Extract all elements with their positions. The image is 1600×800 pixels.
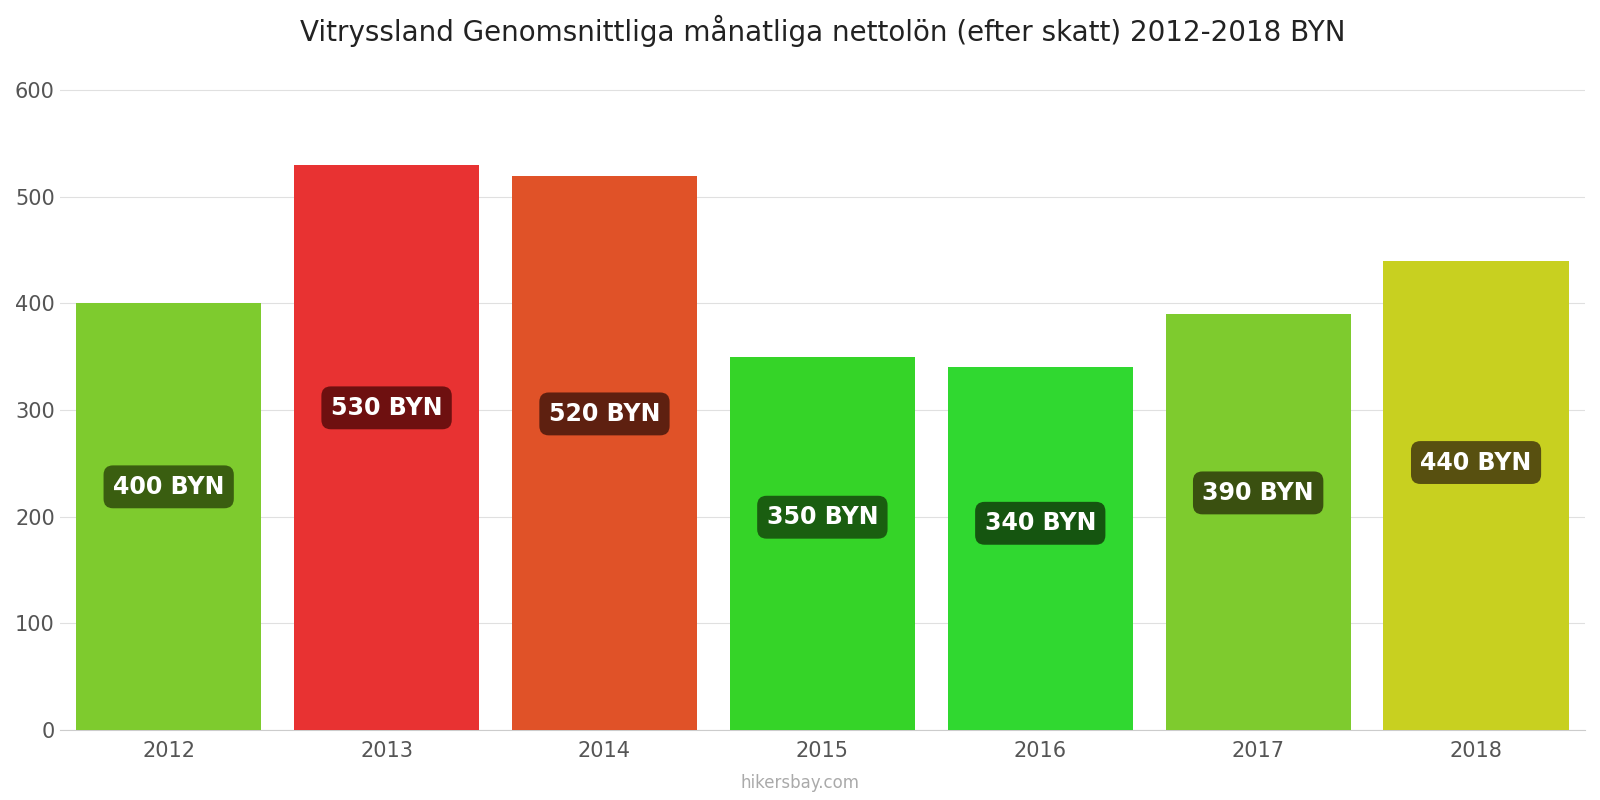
Text: 400 BYN: 400 BYN	[114, 475, 224, 499]
Text: hikersbay.com: hikersbay.com	[741, 774, 859, 792]
Text: 350 BYN: 350 BYN	[766, 506, 878, 530]
Text: 340 BYN: 340 BYN	[984, 511, 1096, 535]
Bar	[294, 165, 478, 730]
Bar	[730, 357, 915, 730]
Bar	[512, 175, 698, 730]
Bar	[1165, 314, 1350, 730]
Title: Vitryssland Genomsnittliga månatliga nettolön (efter skatt) 2012-2018 BYN: Vitryssland Genomsnittliga månatliga net…	[299, 15, 1346, 47]
Bar	[1384, 261, 1568, 730]
Text: 520 BYN: 520 BYN	[549, 402, 661, 426]
Text: 390 BYN: 390 BYN	[1203, 481, 1314, 505]
Text: 440 BYN: 440 BYN	[1421, 450, 1531, 474]
Bar	[77, 303, 261, 730]
Bar	[947, 367, 1133, 730]
Text: 530 BYN: 530 BYN	[331, 396, 442, 420]
